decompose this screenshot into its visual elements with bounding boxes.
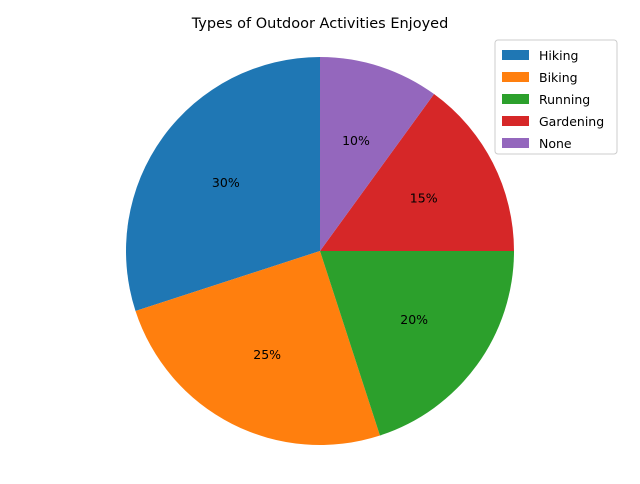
legend: Hiking Biking Running Gardening None [494,39,618,155]
pie-label-hiking: 30% [212,175,240,190]
pie-slice-none [320,57,435,251]
pie-label-biking: 25% [253,347,281,362]
pie-slice-running [320,251,514,436]
legend-label-none: None [539,136,572,151]
legend-swatch-running [502,94,529,104]
pie-label-gardening: 15% [410,191,438,206]
pie-label-running: 20% [400,312,428,327]
legend-swatch-none [502,138,529,148]
pie-slice-gardening [320,94,514,251]
legend-label-running: Running [539,92,590,107]
pie-slice-hiking [126,57,320,311]
pie-label-none: 10% [342,133,370,148]
pie-labels: 30% 25% 20% 15% 10% [212,133,438,362]
legend-swatch-hiking [502,50,529,60]
legend-label-biking: Biking [539,70,578,85]
legend-label-gardening: Gardening [539,114,604,129]
legend-swatch-biking [502,72,529,82]
legend-swatch-gardening [502,116,529,126]
legend-label-hiking: Hiking [539,48,578,63]
pie-slice-biking [135,251,380,445]
pie-slices [126,57,514,445]
chart-title: Types of Outdoor Activities Enjoyed [191,16,449,32]
